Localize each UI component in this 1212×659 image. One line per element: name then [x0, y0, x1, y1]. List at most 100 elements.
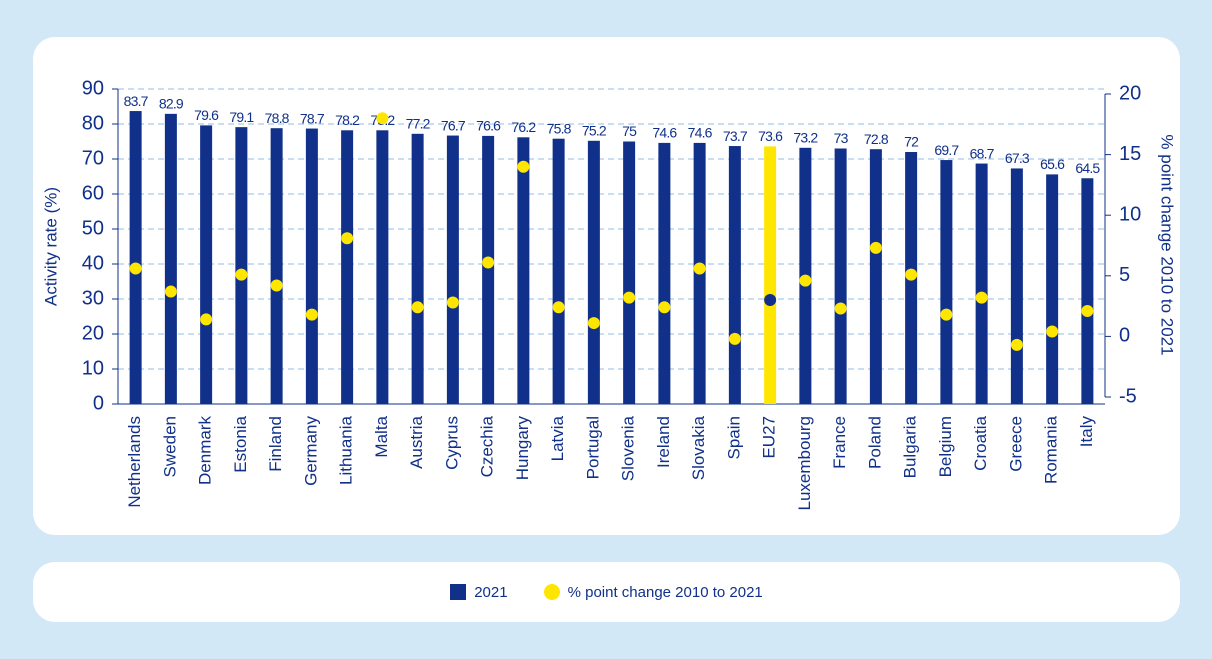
value-label: 76.6 — [476, 118, 501, 134]
x-tick-label: Latvia — [548, 415, 567, 461]
y-tick-label: 70 — [82, 147, 104, 169]
value-label: 78.8 — [265, 110, 290, 126]
y-tick-label: 60 — [82, 182, 104, 204]
x-tick-label: Malta — [372, 415, 391, 457]
x-tick-label: Belgium — [936, 416, 955, 477]
dot — [869, 241, 882, 254]
bar — [1010, 168, 1023, 404]
value-label: 72 — [904, 134, 919, 150]
x-tick-label: Cyprus — [442, 416, 461, 470]
value-label: 76.2 — [511, 119, 536, 135]
dot — [305, 308, 318, 321]
chart-panel — [33, 37, 1180, 535]
bar — [270, 128, 283, 404]
dot — [1081, 304, 1094, 317]
y-tick-label: 80 — [82, 112, 104, 134]
y-tick-label: 40 — [82, 252, 104, 274]
y-tick-label: 20 — [82, 322, 104, 344]
value-label: 65.6 — [1040, 156, 1065, 172]
value-label: 73.6 — [758, 128, 783, 144]
value-label: 77.2 — [406, 116, 431, 132]
bar — [869, 149, 882, 404]
value-label: 82.9 — [159, 96, 184, 112]
value-label: 75.2 — [582, 123, 607, 139]
legend-item: % point change 2010 to 2021 — [543, 583, 763, 601]
dot — [975, 291, 988, 304]
legend-item: 2021 — [450, 583, 508, 601]
bar — [552, 138, 565, 404]
bar — [1046, 174, 1059, 404]
bar — [341, 130, 354, 405]
dot — [1046, 325, 1059, 338]
legend-label: 2021 — [474, 583, 508, 601]
bar — [517, 137, 530, 405]
bar — [376, 130, 389, 405]
dot — [129, 262, 142, 275]
y-axis-label: Activity rate (%) — [41, 187, 60, 306]
dot — [940, 308, 953, 321]
value-label: 69.7 — [934, 142, 959, 158]
value-label: 79.1 — [229, 109, 254, 125]
y-tick-label: 0 — [93, 392, 104, 414]
bar — [200, 125, 213, 405]
x-tick-label: Luxembourg — [795, 416, 814, 511]
y2-tick-label: 10 — [1119, 203, 1141, 225]
bar — [482, 135, 495, 404]
dot — [587, 317, 600, 330]
x-tick-label: Bulgaria — [901, 415, 920, 478]
x-tick-label: Greece — [1006, 416, 1025, 472]
value-label: 78.2 — [335, 112, 360, 128]
legend-swatch — [450, 584, 467, 600]
dot — [693, 262, 706, 275]
value-label: 67.3 — [1005, 150, 1030, 166]
dot — [658, 301, 671, 314]
x-tick-label: Romania — [1042, 415, 1061, 484]
x-tick-label: Hungary — [513, 416, 532, 481]
dot — [446, 296, 459, 309]
value-label: 79.6 — [194, 107, 219, 123]
bar — [235, 127, 248, 405]
x-tick-label: France — [830, 416, 849, 469]
x-tick-label: Netherlands — [125, 416, 144, 508]
value-label: 73 — [834, 130, 849, 146]
bar — [587, 140, 600, 405]
x-tick-label: Slovenia — [619, 415, 638, 481]
x-tick-label: Slovakia — [689, 415, 708, 480]
y2-tick-label: 0 — [1119, 325, 1130, 347]
x-tick-label: Ireland — [654, 416, 673, 468]
value-label: 74.6 — [688, 125, 713, 141]
y-tick-label: 10 — [82, 357, 104, 379]
dot — [728, 332, 741, 345]
dot — [764, 294, 777, 307]
x-tick-label: Croatia — [971, 415, 990, 470]
value-label: 74.6 — [652, 125, 677, 141]
bar — [1081, 178, 1094, 404]
dot — [482, 256, 495, 269]
dot — [341, 232, 354, 245]
dot — [235, 268, 248, 281]
bar — [940, 160, 953, 404]
bar — [623, 141, 636, 404]
y-tick-label: 30 — [82, 287, 104, 309]
bar — [164, 113, 177, 404]
value-label: 75 — [622, 123, 637, 139]
value-label: 73.7 — [723, 128, 748, 144]
dot — [270, 279, 283, 292]
legend-label: % point change 2010 to 2021 — [567, 583, 763, 601]
bar — [764, 146, 777, 404]
x-tick-label: Austria — [407, 415, 426, 468]
dot — [1010, 338, 1023, 351]
dot — [834, 302, 847, 315]
x-tick-label: Sweden — [160, 416, 179, 477]
value-label: 83.7 — [124, 93, 149, 109]
dot — [517, 160, 530, 173]
dot — [623, 291, 636, 304]
value-label: 75.8 — [547, 120, 572, 136]
value-label: 72.8 — [864, 131, 889, 147]
y2-tick-label: -5 — [1119, 385, 1137, 407]
x-tick-label: Portugal — [583, 416, 602, 479]
bar — [975, 163, 988, 404]
x-tick-label: Germany — [301, 416, 320, 486]
x-tick-label: Estonia — [231, 415, 250, 472]
bar — [411, 133, 424, 405]
